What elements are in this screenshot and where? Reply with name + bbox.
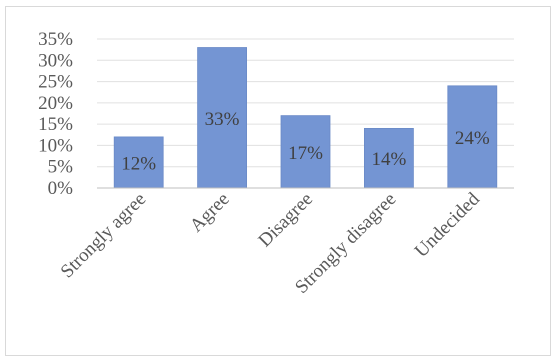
y-tick-label: 0% <box>48 178 74 199</box>
bar <box>113 136 164 189</box>
x-tick-label: Strongly agree <box>57 189 151 283</box>
bar <box>280 115 331 189</box>
data-label: 14% <box>371 149 406 170</box>
y-tick-labels: 0%5%10%15%20%25%30%35% <box>38 29 73 199</box>
y-tick-label: 30% <box>38 50 73 71</box>
bar <box>363 127 414 189</box>
x-tick-label: Undecided <box>411 188 484 261</box>
y-tick-label: 20% <box>38 93 73 114</box>
y-tick-label: 35% <box>38 29 73 50</box>
y-tick-label: 10% <box>38 135 73 156</box>
y-tick-label: 5% <box>48 157 74 178</box>
bar <box>197 47 248 189</box>
y-tick-label: 15% <box>38 114 73 135</box>
bar <box>447 85 498 189</box>
bars <box>113 47 498 189</box>
data-label: 12% <box>121 153 156 174</box>
data-label: 33% <box>205 109 240 130</box>
x-tick-label: Disagree <box>254 189 317 252</box>
data-label: 17% <box>288 143 323 164</box>
gridlines <box>97 38 514 168</box>
data-label: 24% <box>455 128 490 149</box>
data-labels: 12% 33% 17% 14% 24% <box>121 109 490 175</box>
x-tick-label: Agree <box>186 189 234 237</box>
y-tick-label: 25% <box>38 72 73 93</box>
